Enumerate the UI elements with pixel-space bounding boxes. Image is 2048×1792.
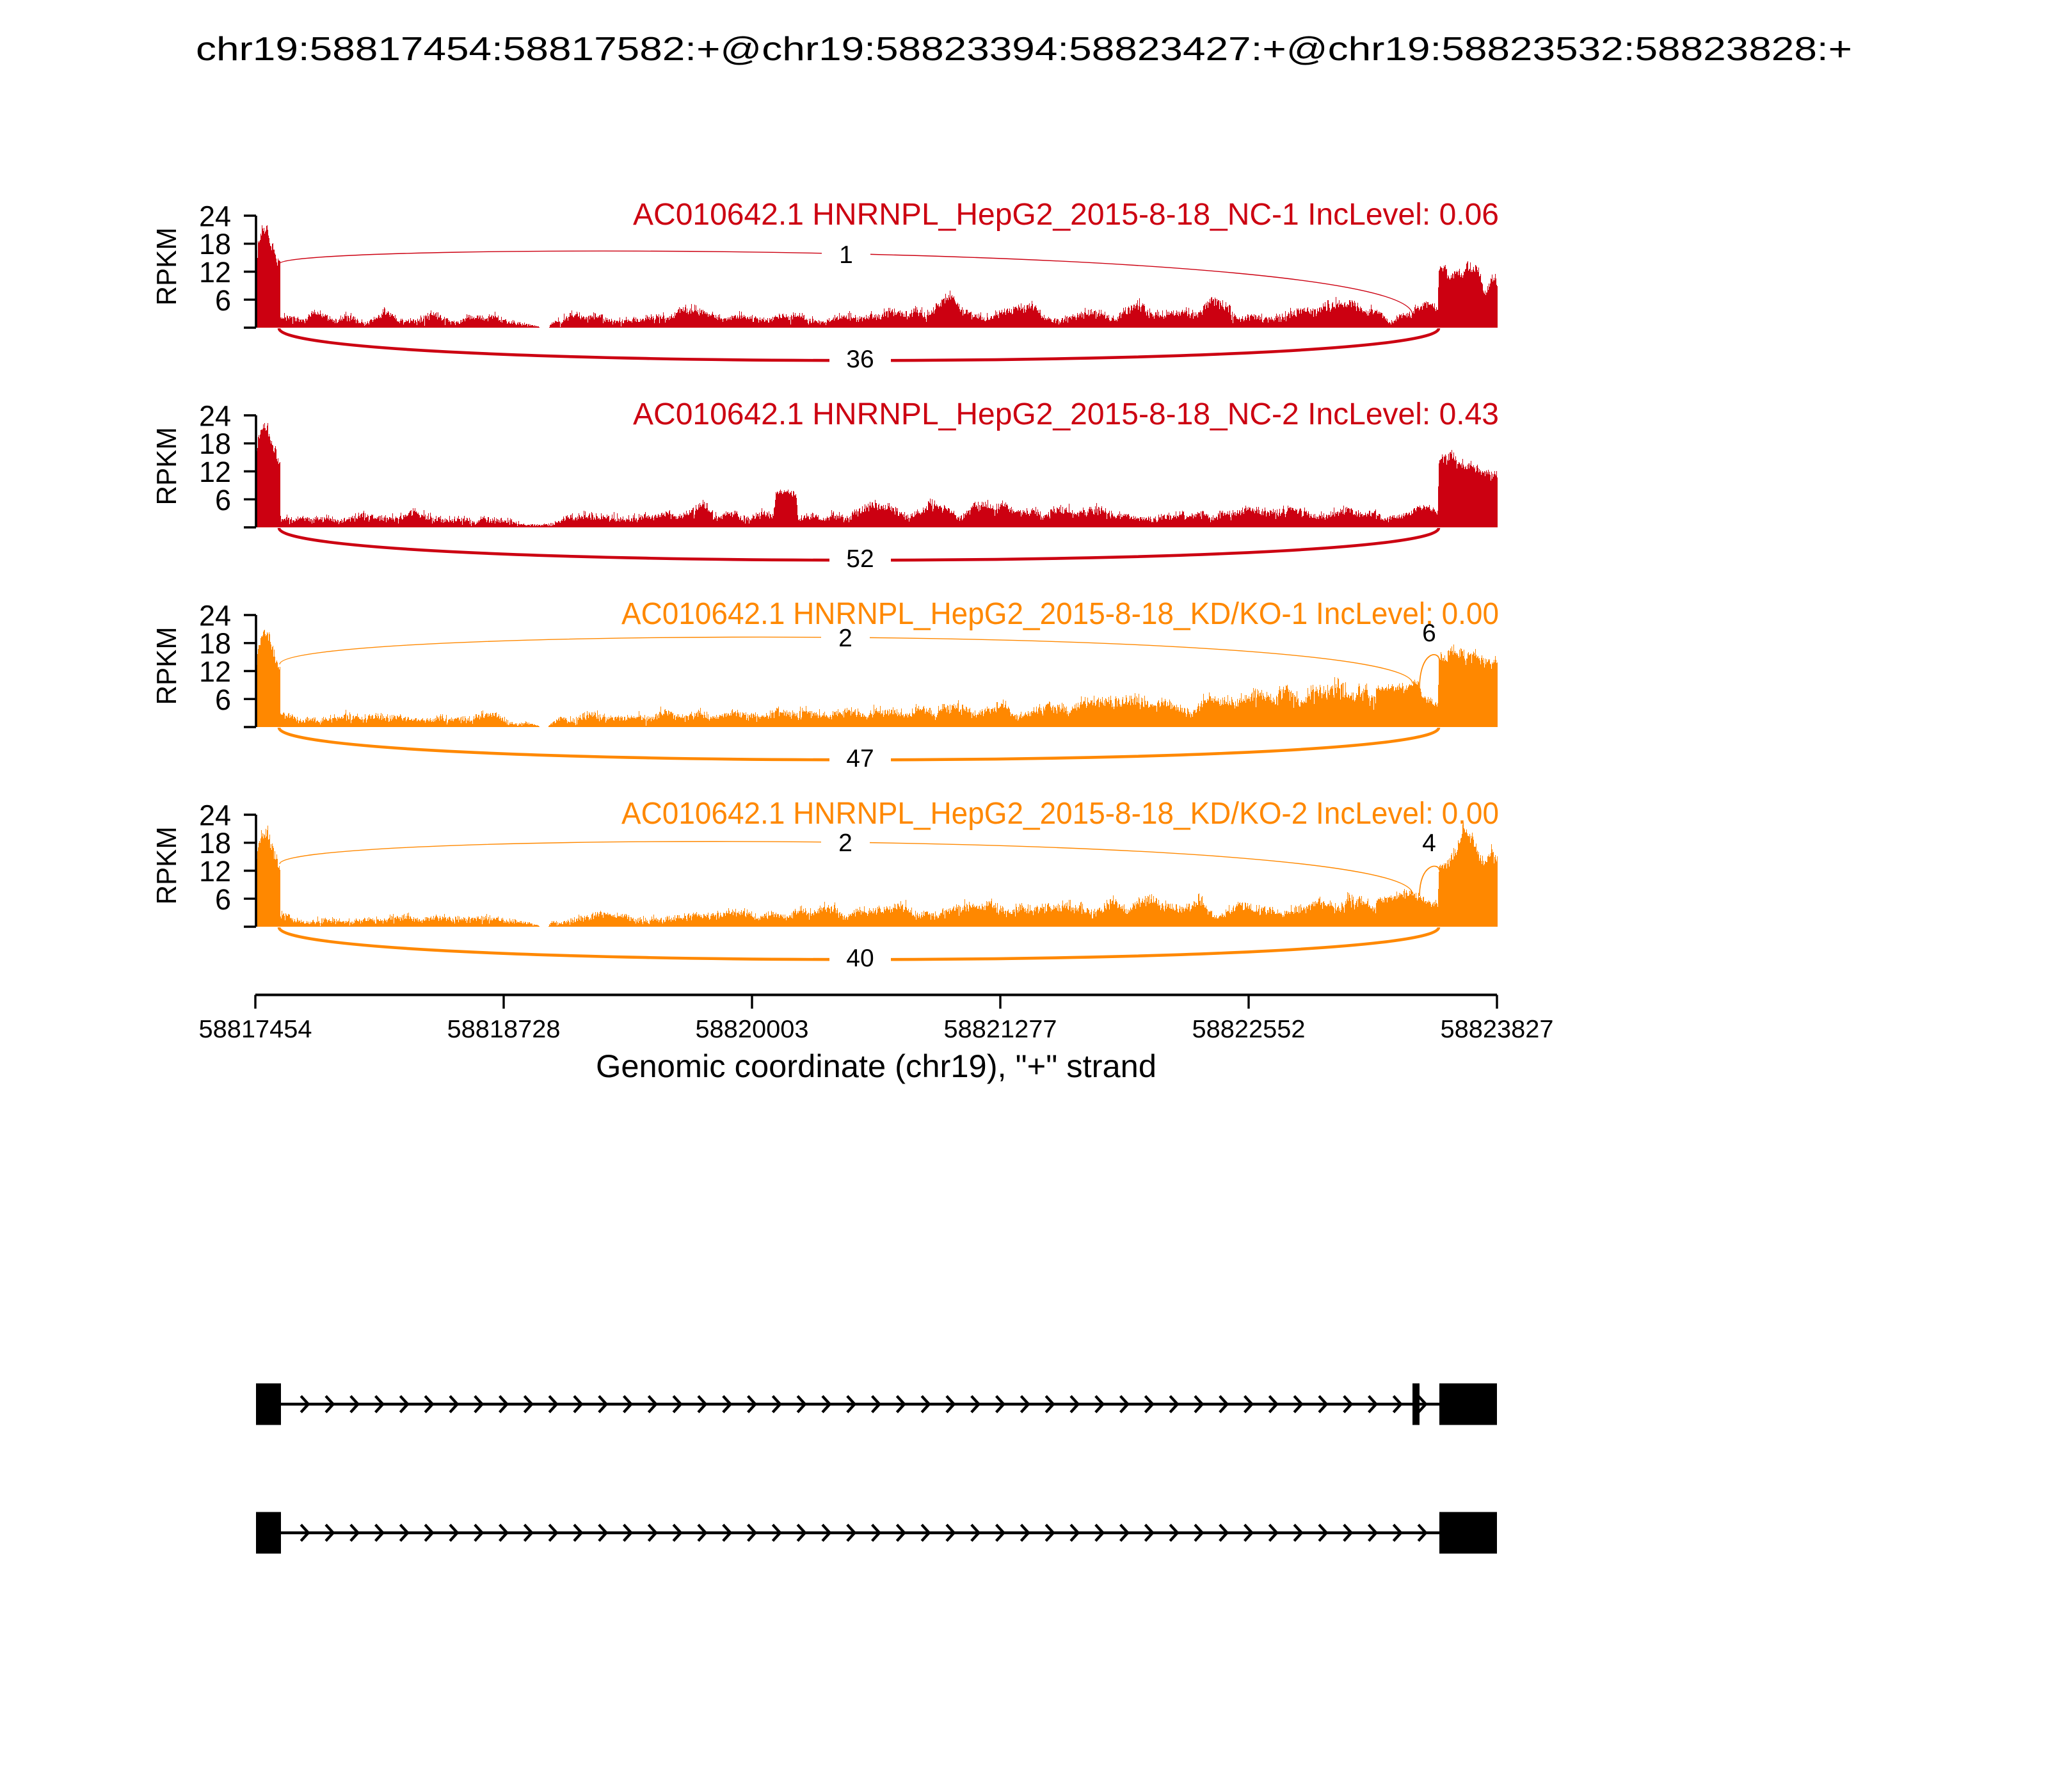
svg-text:18: 18: [199, 228, 231, 260]
svg-text:12: 12: [199, 855, 231, 888]
svg-text:18: 18: [199, 428, 231, 460]
svg-text:6: 6: [1422, 620, 1436, 647]
svg-text:58823827: 58823827: [1441, 1016, 1554, 1043]
svg-text:18: 18: [199, 827, 231, 860]
svg-text:2: 2: [838, 625, 852, 652]
svg-text:RPKM: RPKM: [151, 627, 182, 705]
svg-text:58820003: 58820003: [696, 1016, 809, 1043]
svg-text:58821277: 58821277: [944, 1016, 1057, 1043]
svg-text:12: 12: [199, 256, 231, 289]
svg-text:6: 6: [215, 284, 231, 317]
svg-text:52: 52: [846, 545, 874, 573]
svg-text:AC010642.1 HNRNPL_HepG2_2015-8: AC010642.1 HNRNPL_HepG2_2015-8-18_KD/KO-…: [621, 797, 1499, 831]
svg-text:AC010642.1 HNRNPL_HepG2_2015-8: AC010642.1 HNRNPL_HepG2_2015-8-18_NC-2 I…: [633, 397, 1499, 431]
svg-text:40: 40: [846, 945, 874, 972]
svg-text:58822552: 58822552: [1192, 1016, 1306, 1043]
svg-text:RPKM: RPKM: [151, 228, 182, 306]
svg-text:RPKM: RPKM: [151, 827, 182, 905]
svg-text:4: 4: [1422, 829, 1436, 857]
svg-text:58818728: 58818728: [447, 1016, 561, 1043]
svg-text:58817454: 58817454: [199, 1016, 312, 1043]
svg-text:6: 6: [215, 883, 231, 916]
svg-text:6: 6: [215, 684, 231, 716]
svg-text:1: 1: [839, 241, 853, 269]
svg-text:24: 24: [199, 600, 231, 632]
svg-text:6: 6: [215, 484, 231, 516]
svg-text:2: 2: [838, 829, 852, 857]
svg-text:12: 12: [199, 456, 231, 488]
svg-text:36: 36: [846, 346, 874, 373]
svg-text:AC010642.1 HNRNPL_HepG2_2015-8: AC010642.1 HNRNPL_HepG2_2015-8-18_NC-1 I…: [633, 198, 1499, 232]
svg-text:18: 18: [199, 627, 231, 660]
svg-text:chr19:58817454:58817582:+@chr1: chr19:58817454:58817582:+@chr19:58823394…: [196, 31, 1852, 68]
svg-text:24: 24: [199, 799, 231, 832]
svg-text:RPKM: RPKM: [151, 428, 182, 506]
svg-text:Genomic coordinate (chr19), "+: Genomic coordinate (chr19), "+" strand: [596, 1048, 1156, 1084]
svg-text:47: 47: [846, 745, 874, 772]
svg-text:24: 24: [199, 400, 231, 433]
svg-text:12: 12: [199, 655, 231, 688]
svg-text:AC010642.1 HNRNPL_HepG2_2015-8: AC010642.1 HNRNPL_HepG2_2015-8-18_KD/KO-…: [621, 597, 1499, 631]
svg-text:24: 24: [199, 200, 231, 233]
